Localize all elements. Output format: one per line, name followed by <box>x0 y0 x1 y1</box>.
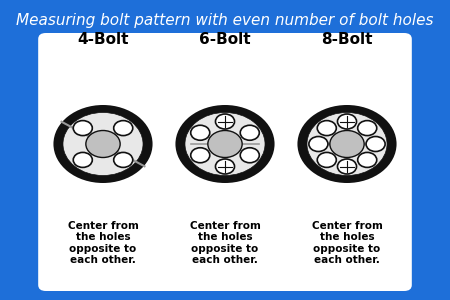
Text: Measuring bolt pattern with even number of bolt holes: Measuring bolt pattern with even number … <box>16 14 434 28</box>
Circle shape <box>114 152 133 167</box>
Circle shape <box>73 121 92 136</box>
Circle shape <box>191 125 210 140</box>
Circle shape <box>317 152 336 167</box>
Circle shape <box>240 125 259 140</box>
Circle shape <box>54 105 153 183</box>
Circle shape <box>191 148 210 163</box>
Text: 6-Bolt: 6-Bolt <box>199 32 251 46</box>
Circle shape <box>216 114 234 129</box>
Circle shape <box>330 130 364 158</box>
Circle shape <box>309 136 328 152</box>
Circle shape <box>86 130 120 158</box>
Text: 4-Bolt: 4-Bolt <box>77 32 129 46</box>
Circle shape <box>307 112 387 176</box>
Circle shape <box>63 112 143 176</box>
Circle shape <box>240 148 259 163</box>
Circle shape <box>73 152 92 167</box>
Text: Center from
the holes
opposite to
each other.: Center from the holes opposite to each o… <box>189 220 261 266</box>
Circle shape <box>338 159 356 174</box>
FancyBboxPatch shape <box>38 33 412 291</box>
Circle shape <box>358 121 377 136</box>
Circle shape <box>317 121 336 136</box>
Circle shape <box>358 152 377 167</box>
Circle shape <box>176 105 274 183</box>
Circle shape <box>185 112 265 176</box>
Circle shape <box>208 130 242 158</box>
Text: 8-Bolt: 8-Bolt <box>321 32 373 46</box>
Circle shape <box>366 136 385 152</box>
Circle shape <box>338 114 356 129</box>
Text: Center from
the holes
opposite to
each other.: Center from the holes opposite to each o… <box>68 220 139 266</box>
Text: Center from
the holes
opposite to
each other.: Center from the holes opposite to each o… <box>311 220 382 266</box>
Circle shape <box>216 159 234 174</box>
Circle shape <box>114 121 133 136</box>
Circle shape <box>297 105 396 183</box>
